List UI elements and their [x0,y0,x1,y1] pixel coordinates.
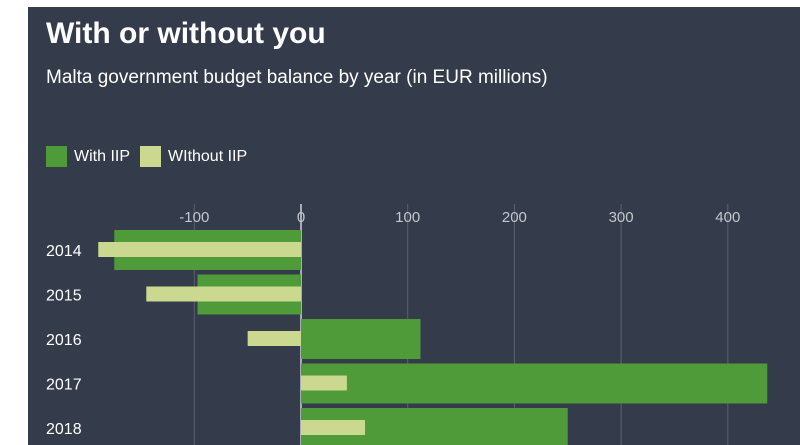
chart-title: With or without you [46,17,326,50]
legend-swatch-with-iip [46,146,67,167]
category-label: 2016 [46,332,82,349]
category-label: 2014 [46,243,82,260]
x-tick-label: -100 [179,209,209,226]
legend-item-with-iip: With IIP [46,146,130,167]
x-tick-label: 100 [395,209,420,226]
legend-swatch-without-iip [140,146,162,167]
category-label: 2015 [46,288,82,305]
bar-chart: -100 0 100 200 300 400 2014 2015 2016 2017 2018 [46,204,768,445]
legend: With IIP WIthout IIP [46,146,257,167]
x-tick-label: 200 [502,209,527,226]
chart-subtitle: Malta government budget balance by year … [46,67,548,88]
bar-without-iip [247,331,301,346]
bar-with-iip [301,319,421,359]
legend-label-without-iip: WIthout IIP [168,147,248,165]
bar-without-iip [146,286,301,302]
legend-label-with-iip: With IIP [74,147,131,165]
bar-without-iip [301,375,347,391]
x-tick-label: 300 [609,209,634,226]
chart-card: With or without you Malta government bud… [28,7,800,445]
bar-with-iip [301,363,768,404]
bar-without-iip [301,420,366,435]
legend-item-without-iip: WIthout IIP [140,146,247,167]
category-label: 2017 [46,377,82,394]
x-tick-label: 400 [715,209,740,226]
category-label: 2018 [46,421,82,438]
x-tick-label: 0 [297,209,305,226]
bar-without-iip [98,242,302,257]
